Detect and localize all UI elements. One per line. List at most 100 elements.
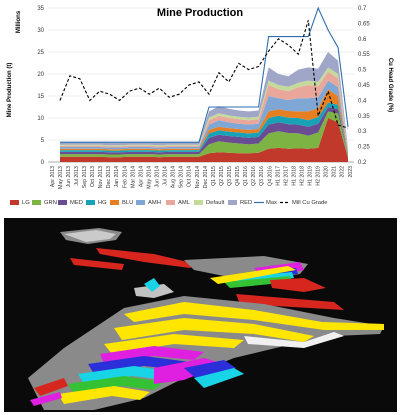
area-series-lg	[60, 118, 348, 162]
y-right-tick-label: 0.45	[358, 83, 370, 89]
x-tick-label: Sep 2014	[179, 166, 185, 188]
x-tick-label: Jun 2014	[155, 166, 161, 187]
legend-label: Default	[206, 200, 225, 206]
y-left-tick-label: 0	[41, 160, 45, 166]
y-axis-right-ticks: 0.2 0.25 0.3 0.35 0.4 0.45 0.5 0.55 0.6 0.65 0.7	[358, 6, 370, 166]
area-series-aml	[60, 71, 348, 152]
x-axis-ticks: Apr 2013 May 2013 Jun 2013 Jul 2013 Sep 2013…	[50, 166, 354, 189]
ore-band-red-5	[34, 378, 68, 396]
x-tick-label: H2 2019	[316, 166, 322, 186]
units-label: Millions	[16, 10, 22, 33]
ore-band-cyan-4	[144, 278, 160, 292]
area-series-default	[60, 67, 348, 151]
x-tick-label: Nov 2013	[98, 166, 104, 188]
ore-band-cyan-3	[194, 368, 244, 388]
3d-block-model-view	[4, 218, 397, 412]
y-right-tick-label: 0.2	[358, 160, 367, 166]
x-tick-label: Oct 2013	[90, 166, 96, 187]
x-tick-label: May 2013	[58, 166, 64, 189]
pit-ramp-light	[134, 284, 174, 298]
chart-title: Mine Production	[157, 7, 243, 19]
x-tick-label: Q3 2015	[227, 166, 233, 186]
y-left-tick-label: 25	[37, 50, 44, 56]
x-tick-label: Nov 2014	[195, 166, 201, 188]
x-tick-label: H1 2018	[291, 166, 297, 186]
x-tick-label: Apr 2014	[138, 166, 144, 187]
x-tick-label: 2022	[340, 166, 346, 178]
legend-swatch-hg	[86, 200, 95, 205]
y-left-tick-label: 15	[37, 94, 44, 100]
y-right-tick-label: 0.5	[358, 68, 367, 74]
overlay-lines	[59, 6, 349, 143]
ore-band-yellow-5	[58, 386, 150, 404]
legend-swatch-aml	[166, 200, 175, 205]
mine-production-chart: Mine Production Millions Mine Production…	[7, 6, 393, 206]
area-series-grn	[60, 111, 348, 158]
x-tick-label: Oct 2014	[187, 166, 193, 187]
x-tick-label: May 2014	[146, 166, 152, 189]
legend-label: Max	[266, 200, 277, 206]
y-right-tick-label: 0.25	[358, 145, 370, 151]
legend-label: GRN	[44, 200, 57, 206]
x-tick-label: Aug 2014	[171, 166, 177, 188]
legend-swatch-default	[194, 200, 203, 205]
ore-band-yellow-2	[124, 302, 384, 330]
area-series-blu	[60, 89, 348, 155]
x-tick-label: Q1 2015	[211, 166, 217, 186]
legend-label: HG	[98, 200, 107, 206]
x-tick-label: Jan 2014	[114, 166, 120, 187]
y-right-tick-label: 0.7	[358, 6, 367, 12]
ore-band-red-4	[236, 294, 344, 310]
x-tick-label: H1 2019	[308, 166, 314, 186]
x-tick-label: Q3 2016	[259, 166, 265, 186]
y-left-tick-label: 30	[37, 28, 44, 34]
legend-label: Mill Cu Grade	[292, 200, 327, 206]
mill-cu-grade-line	[59, 20, 349, 129]
ore-band-red-3	[270, 278, 326, 292]
y-right-tick-label: 0.3	[358, 129, 367, 135]
x-tick-label: 2020	[324, 166, 330, 178]
ore-band-red-1	[96, 248, 196, 268]
ore-band-blue-3	[184, 360, 236, 382]
y-axis-right-label: Cu Head Grade (%)	[387, 58, 393, 112]
x-tick-label: Jun 2013	[66, 166, 72, 187]
pit-wall-highlight	[244, 332, 344, 348]
y-right-tick-label: 0.35	[358, 114, 370, 120]
y-left-tick-label: 20	[37, 72, 44, 78]
x-tick-label: Q1 2016	[243, 166, 249, 186]
x-tick-label: Q2 2016	[251, 166, 257, 186]
x-tick-label: H1 2017	[275, 166, 281, 186]
legend-label: RED	[240, 200, 252, 206]
legend-label: AML	[178, 200, 191, 206]
x-tick-label: Mar 2014	[130, 166, 136, 188]
ore-band-magenta-3	[30, 392, 62, 406]
x-tick-label: Feb 2014	[122, 166, 128, 188]
y-left-tick-label: 5	[41, 138, 45, 144]
legend-label: AMH	[148, 200, 161, 206]
area-series-hg	[60, 102, 348, 156]
chart-svg: Mine Production Millions Mine Production…	[7, 6, 393, 206]
y-right-tick-label: 0.65	[358, 21, 370, 27]
x-tick-label: Dec 2013	[106, 166, 112, 188]
x-tick-label: 2021	[332, 166, 338, 178]
max-line	[60, 6, 349, 143]
legend-swatch-lg	[10, 200, 19, 205]
legend-label: BLU	[122, 200, 133, 206]
y-left-tick-label: 10	[37, 116, 44, 122]
legend-swatch-med	[58, 200, 67, 205]
x-tick-label: H2 2017	[283, 166, 289, 186]
y-right-tick-label: 0.55	[358, 52, 370, 58]
legend-label: MED	[70, 200, 83, 206]
x-tick-label: Dec 2014	[203, 166, 209, 188]
y-axis-left-ticks: 0 5 10 15 20 25 30 35	[37, 6, 44, 166]
area-series-amh	[60, 80, 348, 154]
y-right-tick-label: 0.4	[358, 98, 367, 104]
area-series-red	[60, 52, 348, 150]
x-tick-label: 2023	[348, 166, 354, 178]
y-left-tick-label: 35	[37, 6, 44, 12]
chart-legend: LG GRN MED HG BLU AMH AML Default RED Max Mill Cu …	[10, 200, 327, 206]
ore-band-yellow-3	[114, 318, 314, 342]
x-tick-label: Apr 2013	[50, 166, 56, 187]
y-axis-left-label: Mine Production (t)	[7, 63, 13, 118]
y-right-tick-label: 0.6	[358, 37, 367, 43]
